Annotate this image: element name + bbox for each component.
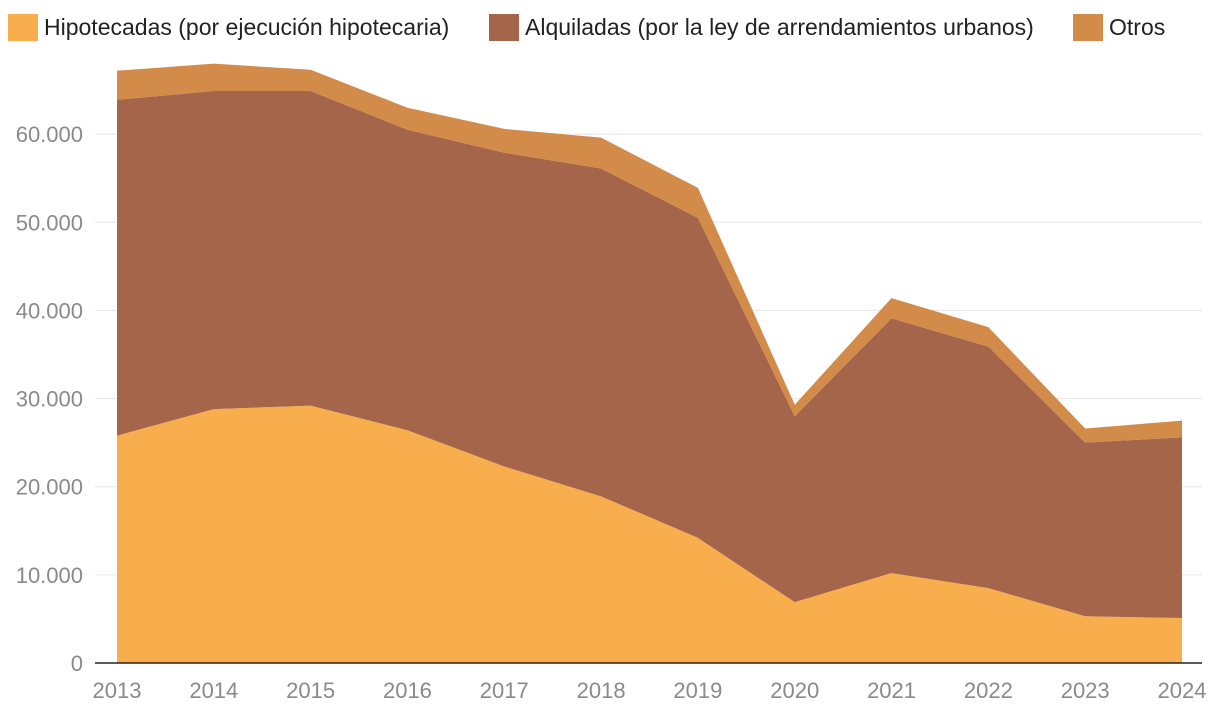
- legend-swatch-alquiladas: [489, 14, 519, 41]
- y-tick-label: 0: [71, 651, 83, 676]
- x-tick-label: 2016: [383, 678, 432, 703]
- x-axis: 2013 2014 2015 2016 2017 2018 2019 2020 2021 2022…: [93, 678, 1207, 703]
- y-tick-label: 40.000: [16, 298, 83, 323]
- chart-legend: Hipotecadas (por ejecución hipotecaria) …: [8, 14, 1165, 41]
- y-tick-label: 60.000: [16, 122, 83, 147]
- legend-label-otros: Otros: [1109, 14, 1165, 40]
- x-tick-label: 2021: [867, 678, 916, 703]
- y-tick-label: 20.000: [16, 475, 83, 500]
- x-tick-label: 2018: [577, 678, 626, 703]
- x-tick-label: 2013: [93, 678, 142, 703]
- legend-swatch-otros: [1073, 14, 1103, 41]
- y-tick-label: 10.000: [16, 563, 83, 588]
- x-tick-label: 2020: [770, 678, 819, 703]
- area-series-alquiladas[interactable]: [117, 90, 1182, 619]
- y-axis: 0 10.000 20.000 30.000 40.000 50.000 60.000: [16, 122, 83, 676]
- legend-swatch-hipotecadas: [8, 14, 38, 41]
- x-tick-label: 2017: [480, 678, 529, 703]
- x-tick-label: 2023: [1061, 678, 1110, 703]
- legend-label-hipotecadas: Hipotecadas (por ejecución hipotecaria): [44, 14, 449, 40]
- legend-item-alquiladas[interactable]: Alquiladas (por la ley de arrendamientos…: [489, 14, 1034, 41]
- x-tick-label: 2015: [286, 678, 335, 703]
- legend-label-alquiladas: Alquiladas (por la ley de arrendamientos…: [525, 14, 1034, 40]
- legend-item-otros[interactable]: Otros: [1073, 14, 1165, 41]
- y-tick-label: 50.000: [16, 210, 83, 235]
- x-tick-label: 2014: [189, 678, 238, 703]
- area-series-hipotecadas[interactable]: [117, 405, 1182, 663]
- x-tick-label: 2022: [964, 678, 1013, 703]
- x-tick-label: 2024: [1158, 678, 1207, 703]
- y-tick-label: 30.000: [16, 387, 83, 412]
- x-tick-label: 2019: [673, 678, 722, 703]
- legend-item-hipotecadas[interactable]: Hipotecadas (por ejecución hipotecaria): [8, 14, 449, 41]
- area-series-group: [117, 63, 1182, 663]
